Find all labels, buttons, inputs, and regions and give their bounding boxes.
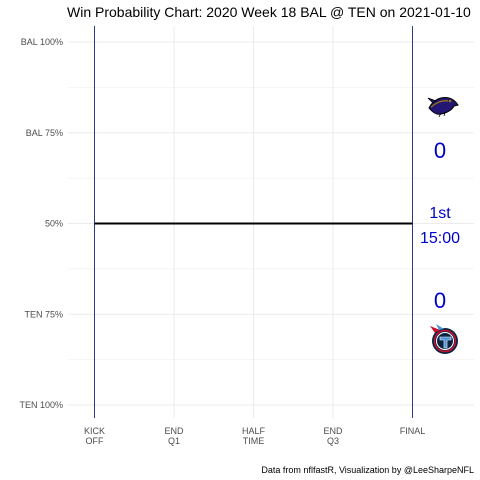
game-state-annotations: 0 1st 15:00 0 — [420, 138, 460, 313]
y-tick-label: 50% — [45, 219, 63, 229]
game-clock: 15:00 — [420, 230, 460, 247]
x-tick-label: HALF TIME — [242, 426, 266, 446]
chart-title: Win Probability Chart: 2020 Week 18 BAL … — [67, 4, 471, 20]
x-tick-label: END Q1 — [164, 426, 184, 446]
quarter-label: 1st — [429, 205, 451, 222]
x-tick-label: KICK OFF — [84, 426, 105, 446]
ravens-logo — [427, 97, 459, 118]
y-tick-label: TEN 75% — [24, 309, 63, 319]
x-tick-label: END Q3 — [323, 426, 343, 446]
titans-logo — [430, 324, 458, 354]
away-score: 0 — [434, 138, 446, 163]
home-score: 0 — [434, 288, 446, 313]
y-tick-label: BAL 100% — [21, 37, 63, 47]
chart-caption: Data from nflfastR, Visualization by @Le… — [261, 465, 474, 475]
period-vertical-lines — [94, 26, 413, 418]
x-tick-label: FINAL — [400, 426, 426, 436]
x-axis-ticks: KICK OFF END Q1 HALF TIME END Q3 FINAL — [84, 426, 425, 446]
y-axis-ticks: BAL 100% BAL 75% 50% TEN 75% TEN 100% — [19, 37, 63, 410]
y-tick-label: BAL 75% — [26, 128, 63, 138]
grid-lines — [68, 26, 474, 418]
y-tick-label: TEN 100% — [19, 400, 63, 410]
